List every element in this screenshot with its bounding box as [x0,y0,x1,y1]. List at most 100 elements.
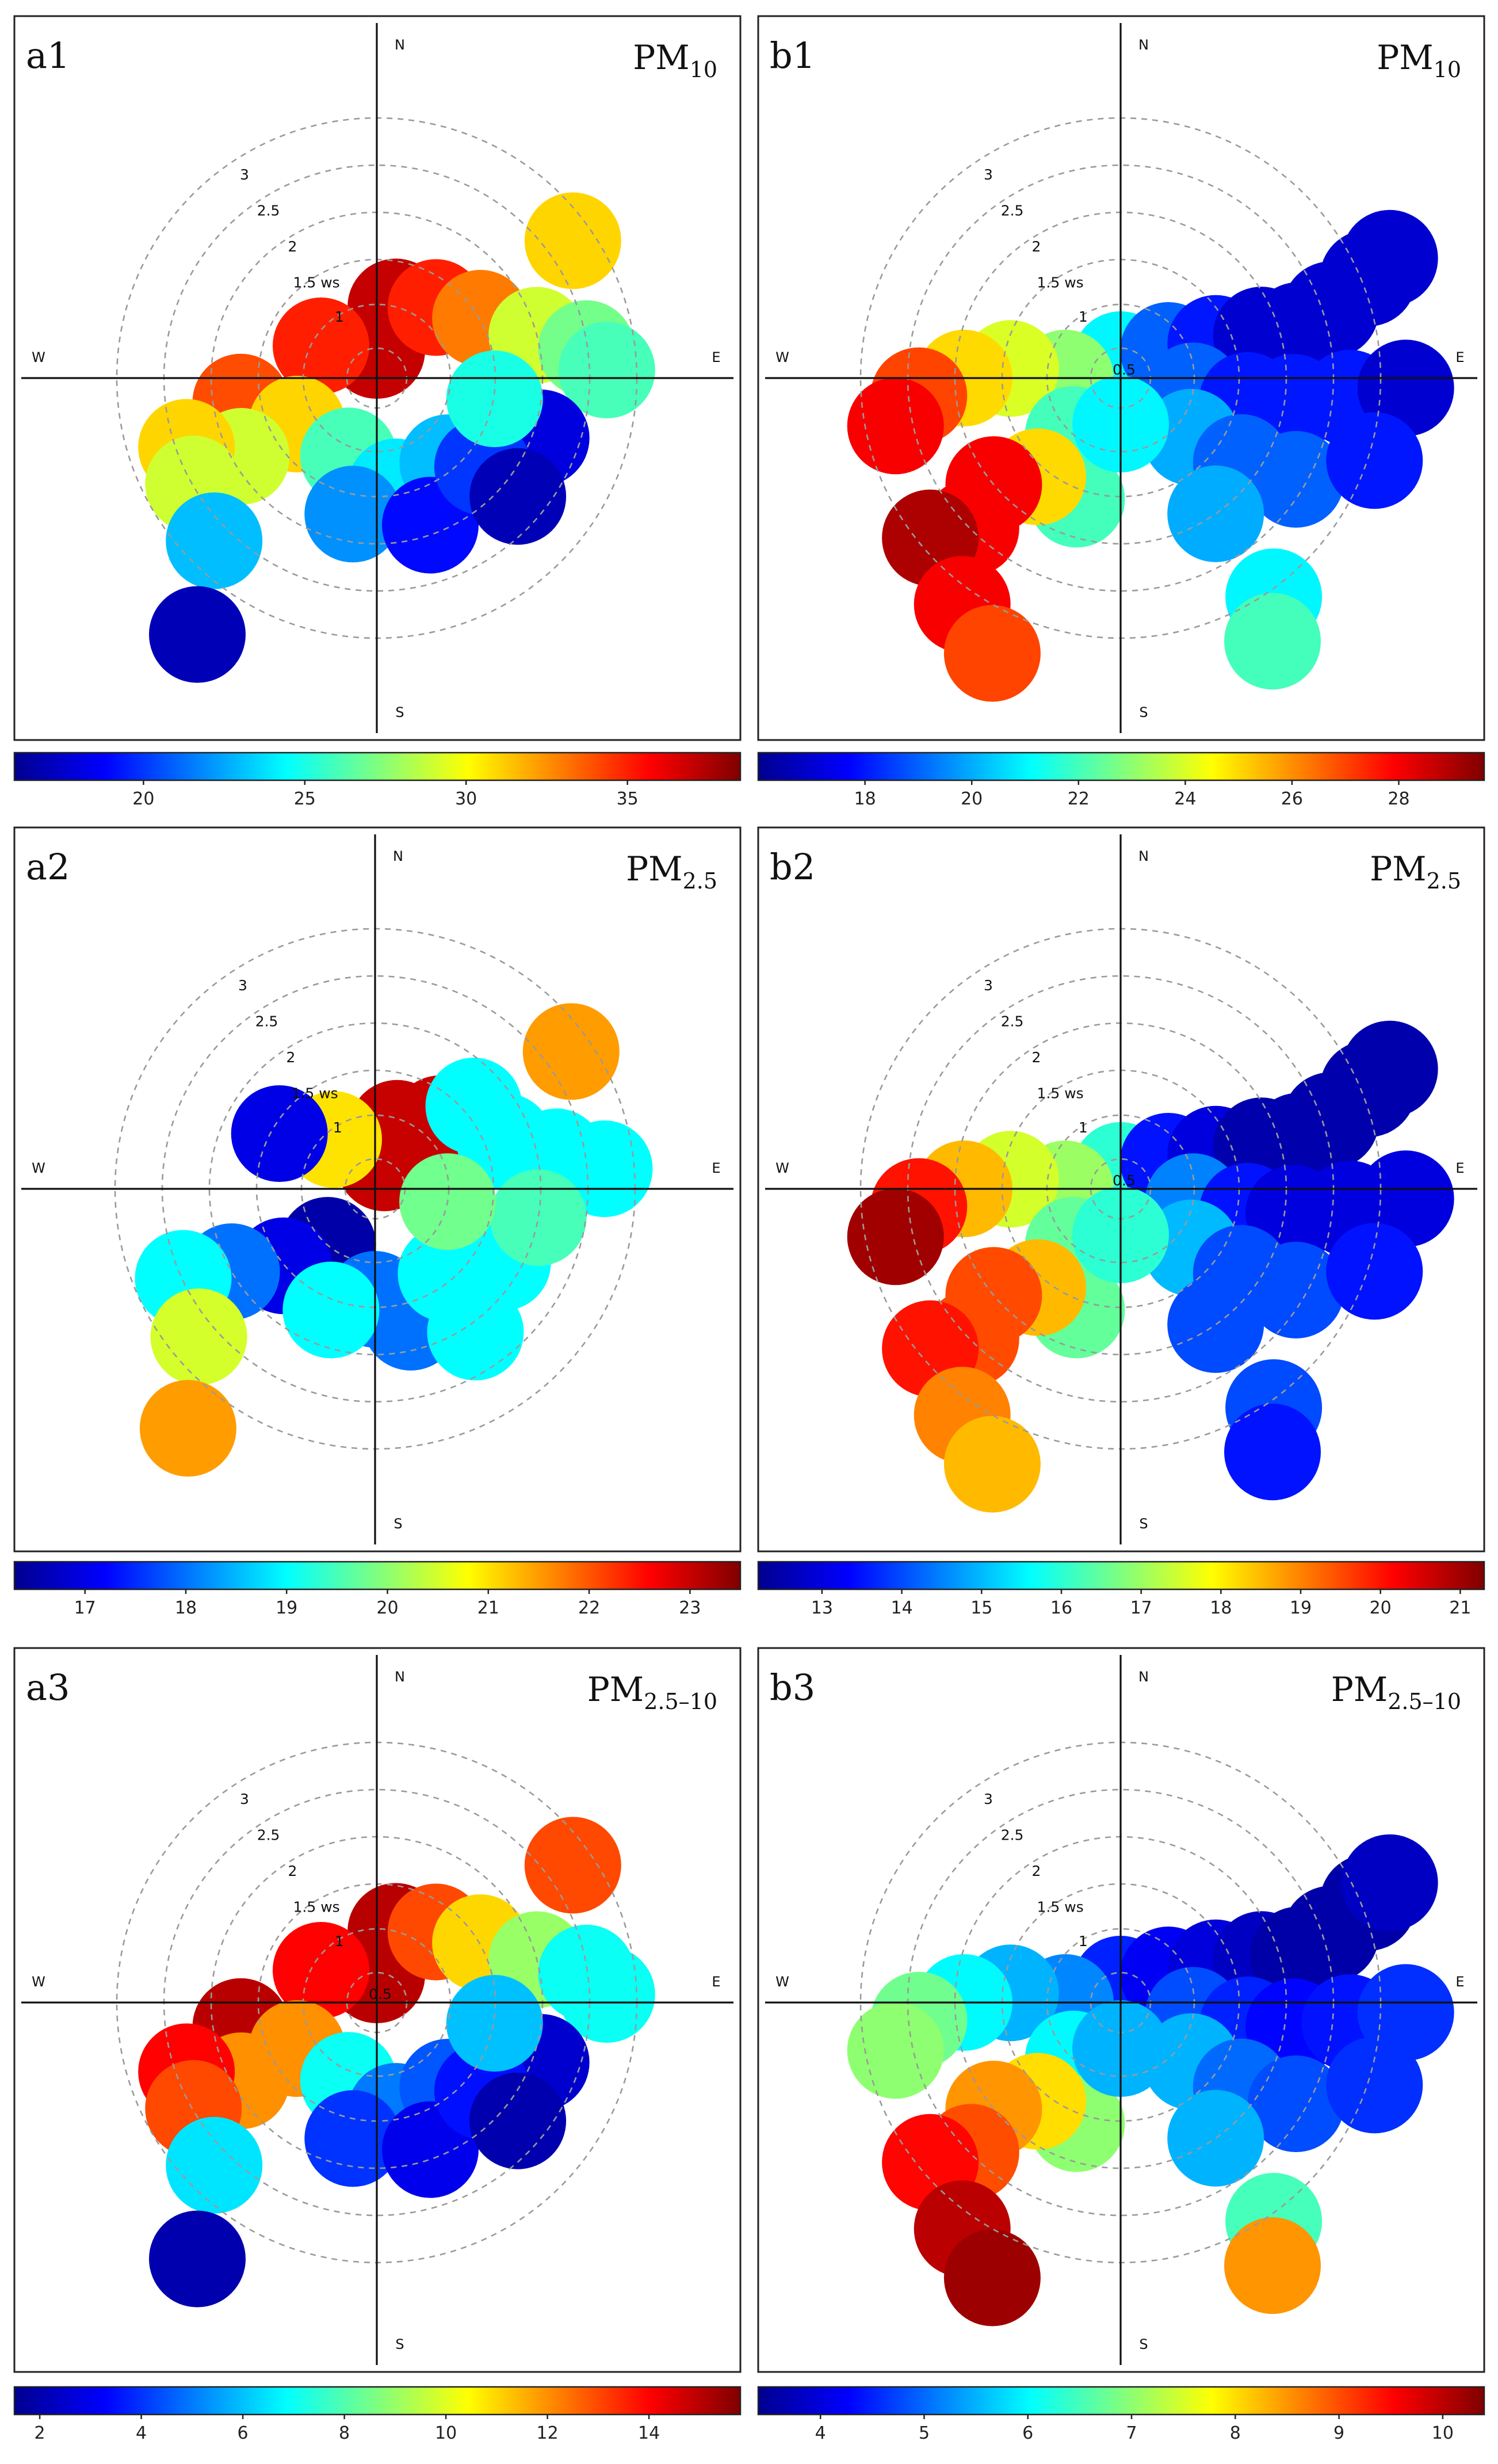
data-blob [556,1120,653,1218]
compass-north: N [1138,1669,1149,1685]
ring-label-1-5: 1.5 ws [293,274,340,291]
compass-north: N [395,1669,405,1685]
data-blob [1167,2089,1264,2187]
compass-south: S [395,2336,404,2352]
compass-east: E [1455,1974,1464,1990]
colorbar-tick-label: 6 [1022,2423,1033,2443]
data-blob [1326,412,1423,509]
ring-label-1-5: 1.5 ws [1037,1899,1084,1916]
panel-title-main: PM [633,38,689,77]
colorbar-tick-label: 25 [294,789,316,809]
data-blob [231,1085,328,1182]
colorbar-tick-label: 8 [1230,2423,1241,2443]
colorbar-tick-label: 18 [175,1598,197,1618]
data-blobs [847,1020,1454,1513]
colorbar-tick-label: 21 [477,1598,499,1618]
panel-title: PM2.5–10 [587,1670,717,1714]
colorbar-tick-label: 24 [1174,789,1196,809]
ring-label-2-5: 2.5 [1001,1826,1024,1843]
compass-north: N [1138,37,1149,53]
colorbar-tick-label: 19 [276,1598,297,1618]
colorbar-tick-label: 15 [970,1598,992,1618]
colorbar-tick-label: 14 [638,2423,660,2443]
panel-label: b1 [770,35,815,77]
panel-title-subscript: 10 [690,57,717,82]
colorbar-gradient [14,2387,740,2415]
panel-label: a2 [26,846,70,888]
ring-label-3: 3 [240,166,249,183]
data-blob [273,1922,369,2019]
colorbar-tick-label: 12 [537,2423,559,2443]
data-blob [490,1169,587,1266]
data-blob [524,1817,621,1914]
colorbar-tick-label: 20 [961,789,983,809]
ring-label-3: 3 [984,166,993,183]
panel-title: PM10 [633,38,717,82]
data-blob [558,1946,655,2043]
data-blob [1357,1964,1454,2061]
panel-label: b3 [770,1666,815,1708]
data-blob [558,322,655,418]
ring-label-2-5: 2.5 [255,1013,278,1029]
compass-west: W [775,349,789,365]
ring-label-2: 2 [288,1863,297,1879]
compass-north: N [393,848,403,864]
ring-label-2: 2 [1031,238,1041,255]
colorbar-frame [757,1561,1485,1590]
colorbar-gradient [14,1562,740,1589]
panel-title-main: PM [587,1670,644,1709]
panel-label: b2 [770,846,815,888]
colorbar-tick-label: 6 [238,2423,249,2443]
data-blob [446,1975,543,2072]
ring-label-2-5: 2.5 [257,202,280,219]
ring-label-0-5: 0.5 [1113,1172,1136,1189]
colorbar-frame [13,2386,742,2416]
compass-north: N [1138,848,1149,864]
compass-south: S [1139,704,1148,720]
data-blobs [847,1834,1454,2326]
panel-title-subscript: 2.5 [683,868,717,894]
data-blob [273,297,369,394]
compass-north: N [395,37,405,53]
ring-label-2-5: 2.5 [1001,1013,1024,1029]
compass-east: E [712,1160,720,1176]
colorbar-gradient [758,753,1484,780]
colorbar-tick-label: 4 [136,2423,147,2443]
colorbar-tick-label: 26 [1281,789,1303,809]
panel-title-main: PM [626,849,682,888]
data-blob [943,2229,1041,2326]
colorbar-tick-label: 20 [1370,1598,1392,1618]
panel-title: PM2.5 [1370,849,1461,894]
colorbar-tick-label: 8 [339,2423,350,2443]
ring-label-2-5: 2.5 [257,1826,280,1843]
data-blob [1326,2036,1423,2134]
compass-west: W [775,1160,789,1176]
colorbar-gradient [14,753,740,780]
colorbar-tick-label: 17 [74,1598,96,1618]
ring-label-1: 1 [1079,1119,1088,1136]
compass-west: W [32,1974,45,1990]
compass-south: S [395,704,404,720]
ring-label-3: 3 [984,977,993,994]
colorbar-tick-label: 30 [455,789,477,809]
data-blob [139,1380,236,1477]
panel-a1: N S W E 1 1.5 ws 2 2.5 3 a1 PM10 20 25 30 35 [13,15,742,809]
colorbar-tick-label: 10 [435,2423,457,2443]
data-blob [1357,1150,1454,1248]
data-blobs [138,192,655,683]
colorbar-tick-label: 13 [811,1598,833,1618]
panel-title-main: PM [1377,38,1433,77]
colorbar-tick-label: 16 [1050,1598,1072,1618]
colorbar-frame [13,752,742,781]
data-blob [1341,1020,1438,1117]
panel-title: PM2.5–10 [1331,1670,1461,1714]
panel-title-subscript: 2.5–10 [1388,1689,1461,1714]
compass-south: S [1139,1516,1148,1532]
compass-east: E [712,1974,720,1990]
data-blob [469,448,567,545]
compass-east: E [712,349,720,365]
data-blob [282,1261,380,1359]
data-blob [1247,1242,1344,1338]
